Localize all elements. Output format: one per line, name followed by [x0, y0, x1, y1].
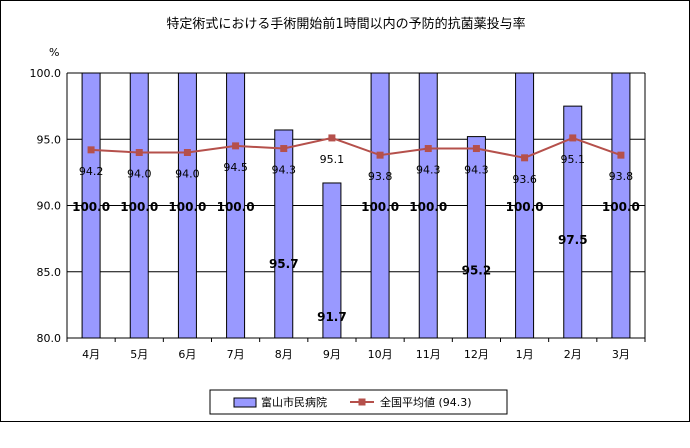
line-point-marker [280, 145, 288, 153]
line-point-marker [617, 151, 625, 159]
line-point-marker [183, 149, 191, 156]
x-tick-label: 8月 [275, 348, 293, 361]
x-tick-label: 4月 [82, 348, 100, 361]
line-point-marker [328, 134, 336, 142]
x-tick-label: 12月 [464, 348, 489, 361]
y-tick-label: 95.0 [37, 133, 62, 146]
y-tick-label: 80.0 [37, 332, 62, 345]
line-data-label: 93.6 [512, 173, 537, 186]
bar-data-label: 97.5 [558, 233, 588, 247]
line-point-marker [135, 149, 143, 156]
line-data-label: 93.8 [609, 170, 634, 183]
bar-data-label: 100.0 [217, 200, 255, 214]
line-data-label: 95.1 [561, 153, 586, 166]
series-line [91, 136, 622, 159]
x-tick-label: 1月 [516, 348, 534, 361]
bar-data-label: 91.7 [317, 310, 347, 324]
line-data-label: 94.3 [464, 164, 489, 177]
legend: 富山市民病院 全国平均値 (94.3) [209, 389, 508, 415]
bar-data-label: 100.0 [409, 200, 447, 214]
line-data-label: 93.8 [368, 170, 393, 183]
bar-data-label: 95.7 [269, 257, 299, 271]
line-data-label: 94.3 [416, 164, 441, 177]
line-point-marker [376, 151, 384, 159]
legend-label-line: 全国平均値 (94.3) [380, 395, 472, 409]
bar-data-label: 95.2 [462, 264, 492, 278]
line-point-marker [521, 154, 529, 162]
line-point-marker [472, 145, 480, 153]
y-tick-label: 90.0 [37, 200, 62, 213]
bar-data-label: 100.0 [506, 200, 544, 214]
chart-frame: 特定術式における手術開始前1時間以内の予防的抗菌薬投与率 % 80.0 85.0 9… [0, 0, 690, 422]
x-tick-label: 9月 [323, 348, 341, 361]
line-data-label: 94.2 [79, 165, 104, 178]
x-tick-label: 2月 [564, 348, 582, 361]
line-data-label: 94.5 [223, 161, 248, 174]
line-data-label: 94.0 [175, 168, 200, 181]
y-axis-unit-label: % [49, 46, 59, 59]
line-data-label: 94.3 [272, 164, 297, 177]
bar-data-label: 100.0 [361, 200, 399, 214]
chart-canvas: 特定術式における手術開始前1時間以内の予防的抗菌薬投与率 % 80.0 85.0 9… [30, 16, 646, 415]
line-point-marker [87, 146, 95, 154]
y-tick-label: 100.0 [30, 67, 62, 80]
legend-label-bars: 富山市民病院 [261, 395, 327, 409]
line-point-marker [424, 145, 432, 153]
bar-data-label: 100.0 [72, 200, 110, 214]
bar-data-label: 100.0 [120, 200, 158, 214]
bar [274, 129, 294, 339]
line-point-marker [232, 142, 240, 150]
bar-data-label: 100.0 [168, 200, 206, 214]
legend-bar-swatch [233, 397, 257, 408]
line-data-label: 95.1 [320, 153, 345, 166]
plot-area: 80.0 85.0 90.0 95.0 100.0 4月 5月 6月 7月 8月 9月 10月 11月 1… [30, 67, 646, 361]
y-tick-label: 85.0 [37, 266, 62, 279]
line-data-label: 94.0 [127, 168, 152, 181]
x-tick-label: 10月 [368, 348, 393, 361]
x-tick-label: 3月 [612, 348, 630, 361]
x-tick-label: 7月 [227, 348, 245, 361]
x-tick-label: 5月 [130, 348, 148, 361]
x-tick-label: 6月 [178, 348, 196, 361]
x-tick-label: 11月 [416, 348, 441, 361]
bar-data-label: 100.0 [602, 200, 640, 214]
chart-title: 特定術式における手術開始前1時間以内の予防的抗菌薬投与率 [166, 16, 525, 32]
legend-line-marker [358, 398, 366, 406]
line-point-marker [569, 134, 577, 142]
